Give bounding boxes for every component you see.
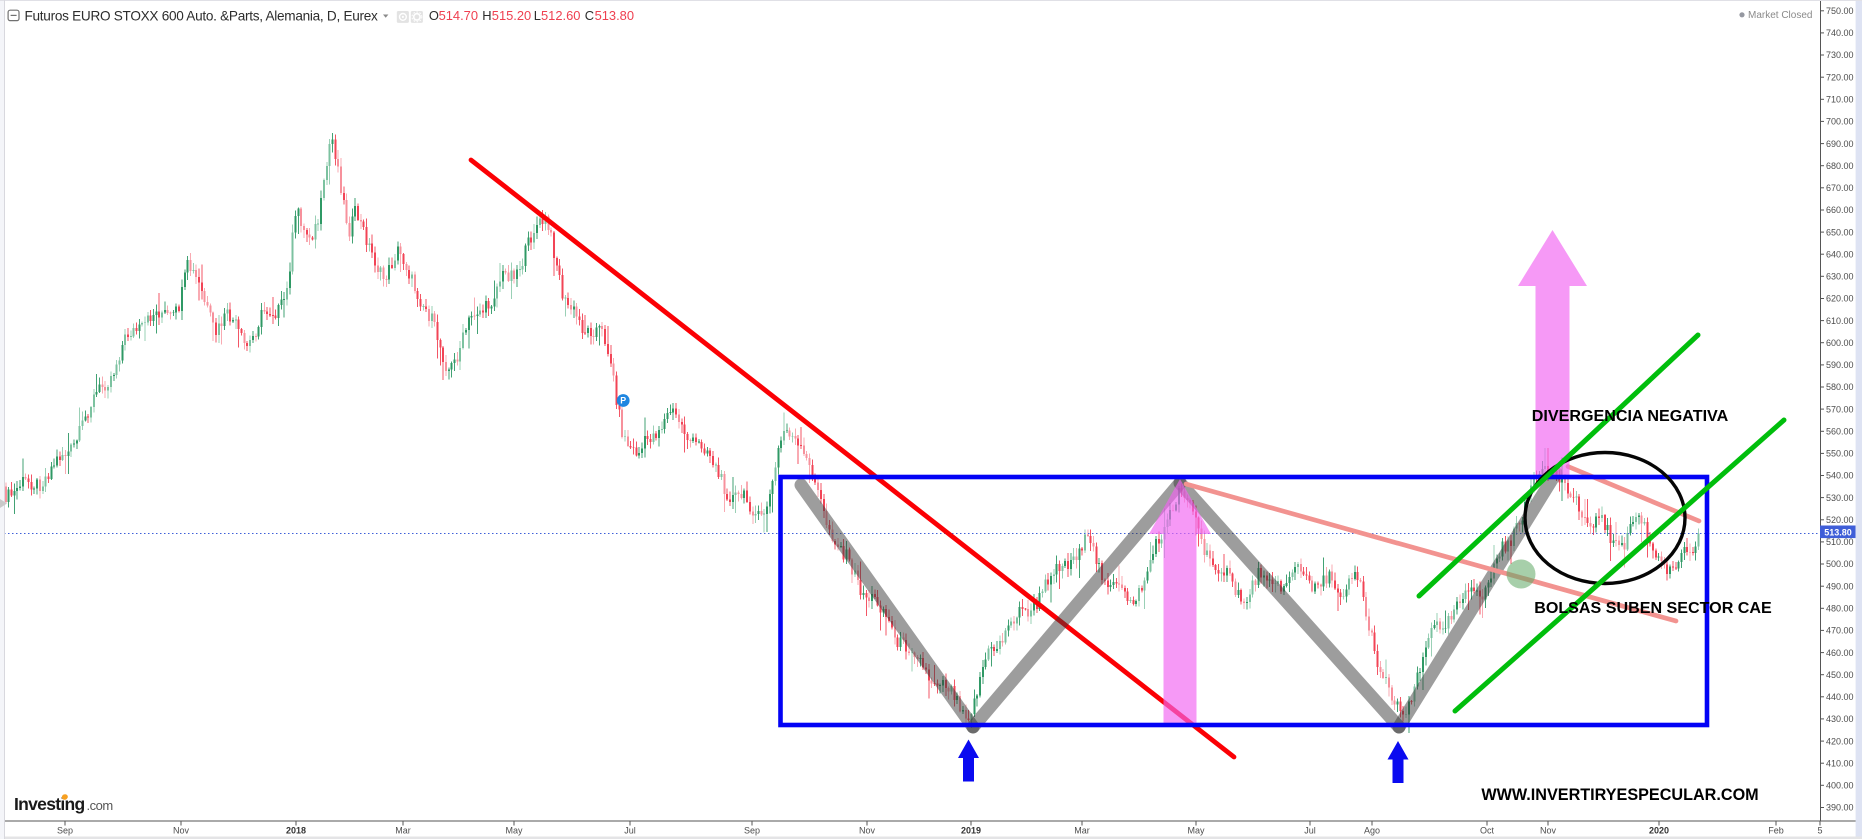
svg-text:Nov: Nov [173, 826, 190, 836]
svg-text:470.00: 470.00 [1826, 626, 1854, 636]
svg-text:Jul: Jul [624, 826, 636, 836]
svg-text:Investing: Investing [14, 794, 85, 814]
svg-text:500.00: 500.00 [1826, 559, 1854, 569]
svg-text:390.00: 390.00 [1826, 803, 1854, 813]
svg-text:630.00: 630.00 [1826, 272, 1854, 282]
svg-text:DIVERGENCIA NEGATIVA: DIVERGENCIA NEGATIVA [1532, 407, 1729, 425]
svg-text:L: L [534, 8, 541, 23]
svg-text:640.00: 640.00 [1826, 249, 1854, 259]
svg-text:514.70: 514.70 [439, 8, 478, 23]
svg-text:P: P [620, 396, 626, 406]
svg-text:May: May [505, 826, 523, 836]
svg-text:Nov: Nov [1540, 826, 1557, 836]
svg-text:WWW.INVERTIRYESPECULAR.COM: WWW.INVERTIRYESPECULAR.COM [1481, 786, 1758, 804]
svg-text:610.00: 610.00 [1826, 316, 1854, 326]
svg-text:560.00: 560.00 [1826, 427, 1854, 437]
svg-text:C: C [585, 8, 594, 23]
svg-text:410.00: 410.00 [1826, 758, 1854, 768]
svg-text:720.00: 720.00 [1826, 72, 1854, 82]
svg-text:450.00: 450.00 [1826, 670, 1854, 680]
svg-text:600.00: 600.00 [1826, 338, 1854, 348]
svg-text:420.00: 420.00 [1826, 736, 1854, 746]
svg-text:620.00: 620.00 [1826, 294, 1854, 304]
svg-text:590.00: 590.00 [1826, 360, 1854, 370]
svg-text:2020: 2020 [1649, 826, 1669, 836]
svg-text:Market Closed: Market Closed [1748, 10, 1812, 21]
svg-text:400.00: 400.00 [1826, 781, 1854, 791]
svg-text:480.00: 480.00 [1826, 604, 1854, 614]
svg-text:660.00: 660.00 [1826, 205, 1854, 215]
svg-text:460.00: 460.00 [1826, 648, 1854, 658]
svg-text:513.80: 513.80 [1824, 528, 1852, 538]
svg-text:Sep: Sep [744, 826, 760, 836]
svg-text:750.00: 750.00 [1826, 6, 1854, 16]
svg-text:570.00: 570.00 [1826, 404, 1854, 414]
svg-text:550.00: 550.00 [1826, 449, 1854, 459]
svg-text:690.00: 690.00 [1826, 139, 1854, 149]
svg-text:May: May [1187, 826, 1205, 836]
svg-text:Ago: Ago [1364, 826, 1380, 836]
svg-text:710.00: 710.00 [1826, 95, 1854, 105]
svg-text:740.00: 740.00 [1826, 28, 1854, 38]
svg-text:650.00: 650.00 [1826, 227, 1854, 237]
svg-text:580.00: 580.00 [1826, 382, 1854, 392]
svg-text:515.20: 515.20 [492, 8, 531, 23]
svg-text:Mar: Mar [1074, 826, 1090, 836]
svg-text:O: O [429, 8, 439, 23]
svg-text:.com: .com [87, 798, 113, 813]
svg-text:5: 5 [1817, 826, 1822, 836]
svg-text:513.80: 513.80 [595, 8, 634, 23]
svg-text:530.00: 530.00 [1826, 493, 1854, 503]
svg-text:Sep: Sep [57, 826, 73, 836]
svg-text:2019: 2019 [961, 826, 981, 836]
svg-text:512.60: 512.60 [541, 8, 580, 23]
svg-text:2018: 2018 [286, 826, 306, 836]
svg-text:H: H [482, 8, 491, 23]
svg-text:440.00: 440.00 [1826, 692, 1854, 702]
svg-text:Jul: Jul [1304, 826, 1316, 836]
svg-text:Mar: Mar [395, 826, 411, 836]
svg-text:510.00: 510.00 [1826, 537, 1854, 547]
svg-text:520.00: 520.00 [1826, 515, 1854, 525]
svg-text:BOLSAS SUBEN SECTOR CAE: BOLSAS SUBEN SECTOR CAE [1534, 599, 1772, 617]
svg-text:680.00: 680.00 [1826, 161, 1854, 171]
svg-text:Oct: Oct [1480, 826, 1495, 836]
svg-text:Feb: Feb [1768, 826, 1784, 836]
svg-text:Futuros EURO STOXX 600 Auto. &: Futuros EURO STOXX 600 Auto. &Parts, Ale… [25, 8, 379, 23]
svg-text:670.00: 670.00 [1826, 183, 1854, 193]
svg-text:430.00: 430.00 [1826, 714, 1854, 724]
svg-text:700.00: 700.00 [1826, 117, 1854, 127]
svg-text:Nov: Nov [859, 826, 876, 836]
svg-text:540.00: 540.00 [1826, 471, 1854, 481]
svg-text:490.00: 490.00 [1826, 581, 1854, 591]
svg-text:730.00: 730.00 [1826, 50, 1854, 60]
